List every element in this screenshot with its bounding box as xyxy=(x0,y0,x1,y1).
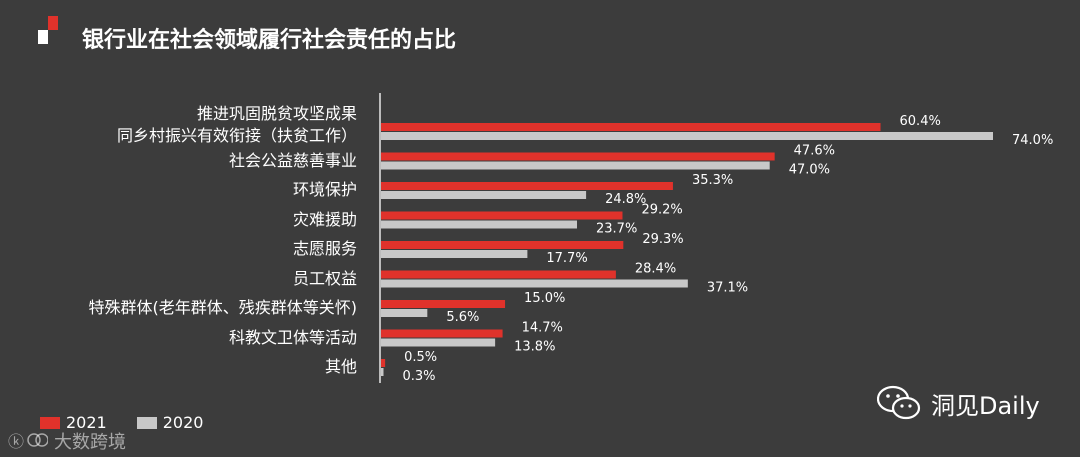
bar-2020 xyxy=(381,338,496,347)
data-label-2021: 60.4% xyxy=(900,114,941,129)
category-label: 特殊群体(老年群体、残疾群体等关怀) xyxy=(88,298,358,317)
watermark-logo-icon: ⓚ xyxy=(8,432,48,451)
category-label: 同乡村振兴有效衔接（扶贫工作） xyxy=(116,126,357,145)
bar-2021 xyxy=(381,211,623,220)
bar-2021 xyxy=(381,123,881,131)
category-label: 科教文卫体等活动 xyxy=(228,327,357,347)
data-label-2020: 37.1% xyxy=(707,281,748,296)
data-label-2021: 28.4% xyxy=(635,262,676,277)
bar-2021 xyxy=(381,182,673,190)
data-label-2020: 0.3% xyxy=(403,369,436,384)
data-label-2020: 24.8% xyxy=(605,192,646,207)
legend-label-2020: 2020 xyxy=(162,413,204,432)
watermark-text: 大数跨境 xyxy=(54,432,126,453)
data-label-2021: 0.5% xyxy=(404,350,437,365)
category-label: 社会公益慈善事业 xyxy=(228,150,357,170)
bar-2020 xyxy=(381,250,528,258)
data-label-2020: 74.0% xyxy=(1012,133,1053,148)
data-label-2021: 29.3% xyxy=(642,232,683,247)
data-label-2021: 14.7% xyxy=(522,321,563,336)
data-label-2021: 29.2% xyxy=(641,203,682,218)
bar-2021 xyxy=(381,152,775,161)
wechat-account: 洞见Daily xyxy=(877,385,1040,421)
legend-swatch-2021 xyxy=(40,416,60,429)
bar-2020 xyxy=(381,220,578,229)
chart-legend: 2021 2020 xyxy=(40,413,225,432)
bar-2020 xyxy=(381,368,384,376)
data-label-2021: 35.3% xyxy=(692,173,733,188)
data-label-2020: 17.7% xyxy=(546,251,587,266)
category-label: 灾难援助 xyxy=(292,209,357,229)
data-label-2020: 47.0% xyxy=(789,163,830,178)
legend-item-2021: 2021 xyxy=(40,413,107,432)
bar-2021 xyxy=(381,241,624,249)
legend-item-2020: 2020 xyxy=(136,413,204,432)
data-label-2021: 47.6% xyxy=(794,144,835,159)
title-logo-icon xyxy=(38,16,58,44)
bar-2020 xyxy=(381,279,688,288)
bar-2021 xyxy=(381,329,503,338)
chart-title: 银行业在社会领域履行社会责任的占比 xyxy=(82,28,457,53)
category-label: 推进巩固脱贫攻坚成果 xyxy=(196,104,357,123)
legend-swatch-2020 xyxy=(136,416,157,429)
bar-2020 xyxy=(381,191,587,199)
wechat-icon xyxy=(877,385,921,420)
data-label-2020: 23.7% xyxy=(596,222,637,237)
svg-text:ⓚ: ⓚ xyxy=(8,432,24,451)
data-label-2020: 5.6% xyxy=(446,310,479,325)
watermark: ⓚ 大数跨境 xyxy=(8,428,126,454)
category-label: 其他 xyxy=(324,357,357,376)
category-label: 员工权益 xyxy=(292,268,357,288)
bar-2020 xyxy=(381,132,993,140)
legend-label-2021: 2021 xyxy=(66,413,107,432)
bar-2020 xyxy=(381,161,770,170)
wechat-account-name: 洞见Daily xyxy=(931,391,1040,420)
bar-2020 xyxy=(381,309,428,317)
category-label: 环境保护 xyxy=(292,180,357,199)
data-label-2021: 15.0% xyxy=(524,291,565,306)
category-label: 志愿服务 xyxy=(292,239,357,258)
bar-2021 xyxy=(381,270,616,279)
bar-2021 xyxy=(381,359,386,367)
data-label-2020: 13.8% xyxy=(514,340,555,355)
bar-2021 xyxy=(381,300,506,308)
